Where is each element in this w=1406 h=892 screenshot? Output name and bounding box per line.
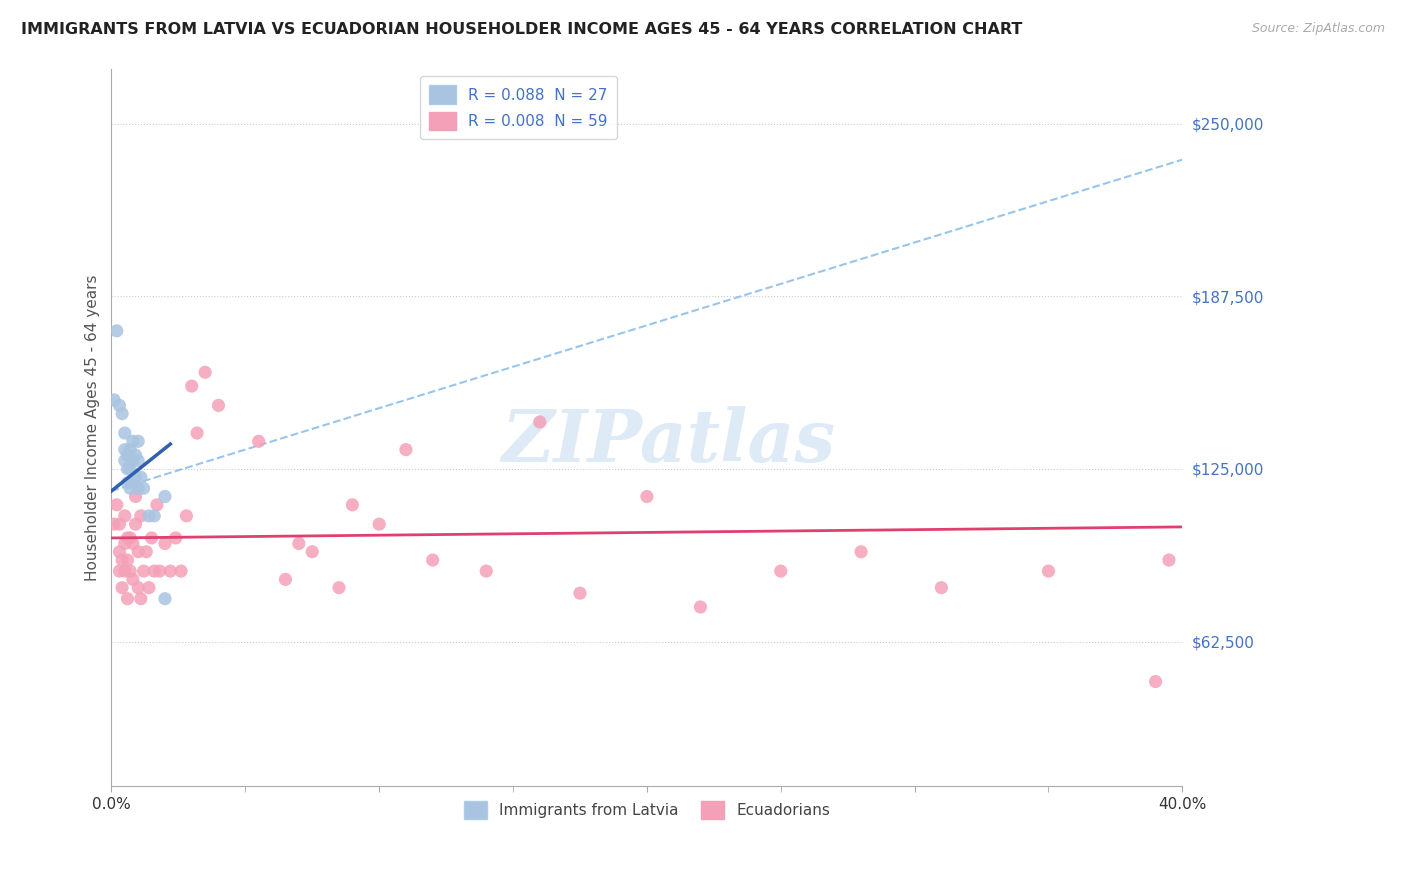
Text: Source: ZipAtlas.com: Source: ZipAtlas.com xyxy=(1251,22,1385,36)
Y-axis label: Householder Income Ages 45 - 64 years: Householder Income Ages 45 - 64 years xyxy=(86,274,100,581)
Legend: Immigrants from Latvia, Ecuadorians: Immigrants from Latvia, Ecuadorians xyxy=(457,795,837,825)
Point xyxy=(165,531,187,545)
Point xyxy=(114,453,136,467)
Point xyxy=(170,564,193,578)
Point xyxy=(138,508,160,523)
Point xyxy=(194,365,217,379)
Point xyxy=(103,517,125,532)
Point xyxy=(111,407,134,421)
Point xyxy=(108,398,131,412)
Point xyxy=(274,573,297,587)
Point xyxy=(124,470,146,484)
Point xyxy=(114,564,136,578)
Point xyxy=(127,581,149,595)
Point xyxy=(149,564,172,578)
Point xyxy=(132,564,155,578)
Point xyxy=(121,573,143,587)
Point xyxy=(207,398,229,412)
Point xyxy=(153,490,176,504)
Point xyxy=(120,531,142,545)
Point xyxy=(124,517,146,532)
Point xyxy=(180,379,202,393)
Point xyxy=(120,462,142,476)
Point xyxy=(120,442,142,457)
Point xyxy=(117,553,139,567)
Point xyxy=(111,553,134,567)
Point xyxy=(108,564,131,578)
Point xyxy=(120,481,142,495)
Point xyxy=(186,425,208,440)
Point xyxy=(117,462,139,476)
Point xyxy=(114,425,136,440)
Point xyxy=(103,392,125,407)
Point xyxy=(117,591,139,606)
Point xyxy=(120,564,142,578)
Point xyxy=(114,536,136,550)
Point xyxy=(111,581,134,595)
Point xyxy=(127,434,149,449)
Point xyxy=(395,442,418,457)
Point xyxy=(529,415,551,429)
Point xyxy=(368,517,391,532)
Point xyxy=(153,591,176,606)
Point xyxy=(129,591,152,606)
Point xyxy=(422,553,444,567)
Point xyxy=(121,536,143,550)
Point xyxy=(117,448,139,462)
Point xyxy=(247,434,270,449)
Point xyxy=(129,508,152,523)
Point xyxy=(108,517,131,532)
Point xyxy=(138,581,160,595)
Point xyxy=(301,545,323,559)
Point xyxy=(135,545,157,559)
Point xyxy=(105,498,128,512)
Point xyxy=(143,564,166,578)
Point xyxy=(141,531,163,545)
Point xyxy=(849,545,872,559)
Point xyxy=(127,481,149,495)
Point xyxy=(114,508,136,523)
Point xyxy=(153,536,176,550)
Point xyxy=(121,475,143,490)
Point xyxy=(342,498,364,512)
Point xyxy=(117,475,139,490)
Point xyxy=(636,490,658,504)
Point xyxy=(176,508,198,523)
Point xyxy=(328,581,350,595)
Point xyxy=(114,442,136,457)
Point xyxy=(143,508,166,523)
Point xyxy=(146,498,169,512)
Point xyxy=(689,599,711,614)
Text: IMMIGRANTS FROM LATVIA VS ECUADORIAN HOUSEHOLDER INCOME AGES 45 - 64 YEARS CORRE: IMMIGRANTS FROM LATVIA VS ECUADORIAN HOU… xyxy=(21,22,1022,37)
Point xyxy=(1157,553,1180,567)
Point xyxy=(121,453,143,467)
Point xyxy=(105,324,128,338)
Point xyxy=(769,564,792,578)
Point xyxy=(124,448,146,462)
Point xyxy=(475,564,498,578)
Point xyxy=(1038,564,1060,578)
Point xyxy=(159,564,181,578)
Point xyxy=(124,490,146,504)
Point xyxy=(121,434,143,449)
Point xyxy=(288,536,311,550)
Point xyxy=(117,531,139,545)
Text: ZIPatlas: ZIPatlas xyxy=(502,407,835,477)
Point xyxy=(129,470,152,484)
Point xyxy=(127,545,149,559)
Point xyxy=(108,545,131,559)
Point xyxy=(127,453,149,467)
Point xyxy=(931,581,953,595)
Point xyxy=(132,481,155,495)
Point xyxy=(1144,674,1167,689)
Point xyxy=(568,586,591,600)
